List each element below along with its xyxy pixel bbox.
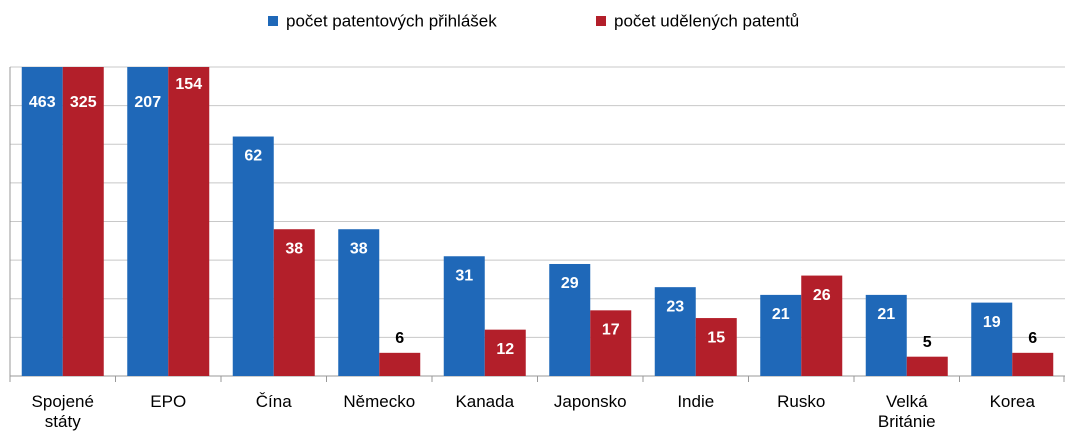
value-label: 19	[983, 314, 1001, 331]
legend-label: počet udělených patentů	[614, 11, 799, 30]
bar	[549, 263, 591, 376]
value-label: 38	[285, 240, 303, 257]
value-label: 31	[455, 267, 473, 284]
bar	[590, 310, 632, 376]
legend-swatch	[596, 16, 606, 26]
value-label: 62	[244, 148, 262, 165]
bar	[379, 352, 421, 376]
bar	[906, 356, 948, 376]
x-tick-label: Korea	[989, 392, 1035, 411]
bar	[338, 229, 380, 376]
bar	[127, 67, 169, 376]
x-tick-label: Německo	[343, 392, 416, 411]
x-tick-label: Rusko	[777, 392, 826, 411]
value-label: 12	[496, 341, 514, 358]
value-label: 6	[395, 330, 404, 347]
value-label: 325	[70, 94, 97, 111]
bar	[801, 275, 843, 376]
value-label: 21	[877, 306, 895, 323]
bar	[232, 136, 274, 376]
legend-label: počet patentových přihlášek	[286, 11, 497, 30]
x-tick-label: Čína	[255, 392, 292, 411]
value-label: 463	[29, 94, 56, 111]
bar	[971, 302, 1013, 376]
x-tick-label: Velká Británie	[877, 392, 936, 431]
value-label: 5	[923, 334, 932, 351]
bar	[654, 287, 696, 376]
bar	[443, 256, 485, 376]
x-tick-label: EPO	[150, 392, 187, 411]
legend-swatch	[268, 16, 278, 26]
value-label: 38	[350, 240, 368, 257]
bar	[484, 329, 526, 376]
bar	[21, 67, 63, 376]
x-tick-label: Spojené státy	[31, 392, 94, 431]
bar	[168, 67, 210, 376]
value-label: 6	[1028, 330, 1037, 347]
value-label: 21	[772, 306, 790, 323]
bar	[865, 294, 907, 376]
value-label: 26	[813, 287, 831, 304]
value-label: 154	[175, 76, 202, 93]
x-tick-label: Kanada	[455, 392, 515, 411]
value-label: 207	[134, 94, 161, 111]
bar	[1012, 352, 1054, 376]
value-label: 17	[602, 322, 620, 339]
value-label: 23	[666, 298, 684, 315]
bar	[695, 318, 737, 376]
bar	[273, 229, 315, 376]
value-label: 29	[561, 275, 579, 292]
x-tick-label: Indie	[677, 392, 715, 411]
bars	[21, 67, 1054, 376]
x-tick-label: Japonsko	[553, 392, 627, 411]
bar	[62, 67, 104, 376]
value-label: 15	[707, 329, 725, 346]
bar	[760, 294, 802, 376]
